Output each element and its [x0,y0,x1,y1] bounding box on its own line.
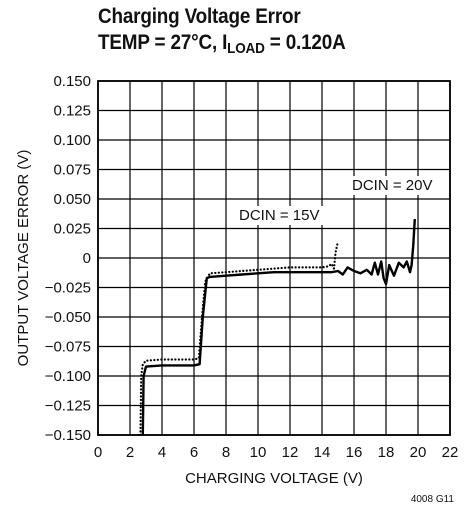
series-line-dcin-15v [139,240,340,437]
x-tick-label: 4 [158,444,166,461]
x-tick-label: 6 [190,444,198,461]
x-tick-labels: 0 2 4 6 8 10 12 14 16 18 20 22 [94,444,459,461]
annotations: DCIN = 15V DCIN = 20V [236,176,439,225]
x-axis-label: CHARGING VOLTAGE (V) [185,470,363,487]
annotation-label: DCIN = 15V [239,207,319,224]
y-tick-label: −0.075 [45,339,91,356]
y-tick-label: 0.075 [53,162,91,179]
y-tick-label: −0.125 [45,398,91,415]
annotation-bg [349,176,439,195]
figure-id: 4008 G11 [410,494,454,505]
series-layer [139,219,416,437]
x-tick-label: 8 [222,444,230,461]
subtitle-subscript: LOAD [227,40,265,57]
x-tick-label: 12 [282,444,299,461]
grid [97,80,451,436]
x-tick-label: 22 [442,444,459,461]
y-tick-label: 0.100 [53,132,91,149]
plot-frame [97,80,451,436]
x-tick-label: 18 [378,444,395,461]
x-tick-label: 20 [410,444,427,461]
y-axis-label: OUTPUT VOLTAGE ERROR (V) [15,150,32,367]
y-tick-label: −0.150 [45,427,91,444]
y-tick-label: 0.025 [53,221,91,238]
y-tick-label: 0.150 [53,73,91,90]
series-line-dcin-20v [141,219,416,436]
y-tick-label: −0.025 [45,280,91,297]
x-tick-label: 2 [126,444,134,461]
x-tick-label: 0 [94,444,102,461]
x-tick-label: 16 [346,444,363,461]
chart-title: Charging Voltage Error [98,5,301,28]
y-tick-label: 0.125 [53,103,91,120]
x-tick-label: 14 [314,444,331,461]
y-tick-label: −0.100 [45,368,91,385]
y-tick-label: 0 [83,250,91,267]
x-tick-label: 10 [250,444,267,461]
chart-subtitle: TEMP = 27°C, ILOAD = 0.120A [98,31,346,57]
annotation-label: DCIN = 20V [352,177,432,194]
subtitle-prefix: TEMP = 27°C, I [98,31,228,54]
y-tick-labels: 0.150 0.125 0.100 0.075 0.050 0.025 0 −0.025 −0.… [45,73,91,444]
annotation-bg [236,206,326,225]
y-tick-label: −0.050 [45,309,91,326]
subtitle-suffix: = 0.120A [264,31,346,54]
y-tick-label: 0.050 [53,191,91,208]
